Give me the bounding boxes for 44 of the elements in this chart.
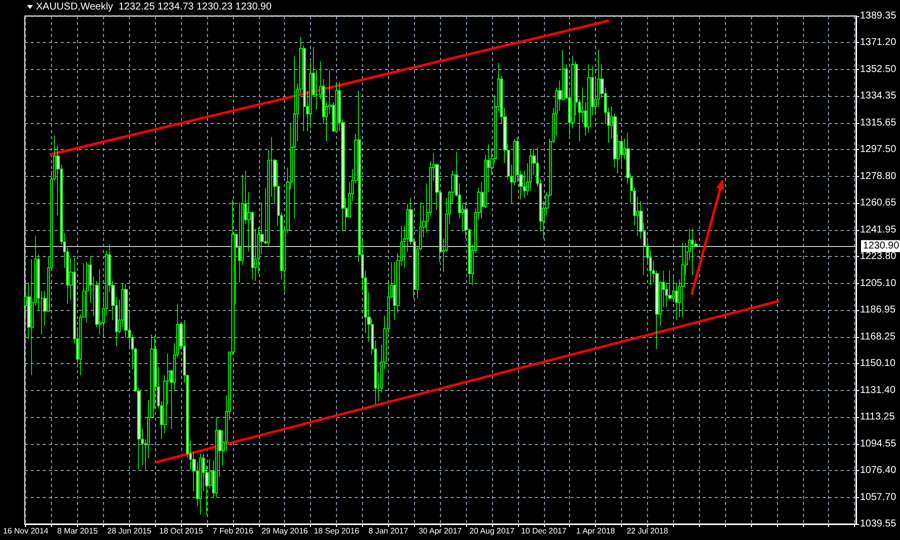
y-tick-label: 1260.65 xyxy=(860,197,897,208)
y-tick-label: 1223.80 xyxy=(860,250,897,262)
y-tick-label: 1278.80 xyxy=(860,171,897,182)
candlestick xyxy=(335,82,338,132)
y-tick-label: 1150.10 xyxy=(860,358,896,369)
candlestick xyxy=(587,64,591,134)
x-tick-label: 29 May 2016 xyxy=(262,526,308,536)
candlestick xyxy=(293,55,296,219)
y-tick-label: 1297.50 xyxy=(860,144,897,155)
y-tick-label: 1113.25 xyxy=(860,411,896,422)
y-tick-label: 1094.55 xyxy=(860,438,897,450)
ref-line-label: 1230.90 xyxy=(863,240,900,252)
y-tick-label: 1334.35 xyxy=(860,90,897,102)
y-tick-label: 1205.10 xyxy=(860,278,897,290)
chart-title: XAUUSD,Weekly 1232.25 1234.73 1230.23 1230.90 xyxy=(36,2,272,12)
y-tick-label: 1039.55 xyxy=(860,518,897,530)
x-tick-label: 8 Mar 2015 xyxy=(57,526,98,536)
candlestick xyxy=(99,268,102,335)
x-tick-label: 1 Apr 2018 xyxy=(576,526,616,536)
y-tick-label: 1168.25 xyxy=(860,332,896,343)
y-tick-label: 1352.50 xyxy=(860,64,897,76)
y-tick-label: 1315.65 xyxy=(860,118,897,129)
x-tick-label: 20 Aug 2017 xyxy=(469,526,515,536)
x-tick-label: 18 Sep 2016 xyxy=(314,526,360,536)
y-tick-label: 1057.70 xyxy=(860,492,897,504)
candlestick xyxy=(681,242,685,318)
x-tick-label: 30 Apr 2017 xyxy=(418,526,462,536)
x-tick-label: 7 Feb 2016 xyxy=(212,526,254,536)
y-tick-label: 1186.95 xyxy=(860,304,896,316)
x-tick-label: 22 Jul 2018 xyxy=(626,526,669,536)
x-tick-label: 10 Dec 2017 xyxy=(521,526,567,536)
candlestick xyxy=(529,150,532,192)
candlestick xyxy=(691,228,694,276)
y-tick-label: 1131.40 xyxy=(860,385,896,396)
x-tick-label: 28 Jun 2015 xyxy=(107,526,152,536)
x-tick-label: 8 Jan 2017 xyxy=(368,526,409,536)
y-tick-label: 1371.20 xyxy=(860,36,897,48)
y-tick-label: 1076.40 xyxy=(860,464,897,476)
candlestick xyxy=(215,416,218,498)
x-tick-label: 16 Nov 2014 xyxy=(2,526,49,536)
candlestick xyxy=(199,453,202,516)
y-tick-label: 1389.35 xyxy=(860,10,897,22)
x-tick-label: 18 Oct 2015 xyxy=(159,526,204,536)
y-tick-label: 1241.95 xyxy=(860,224,897,236)
